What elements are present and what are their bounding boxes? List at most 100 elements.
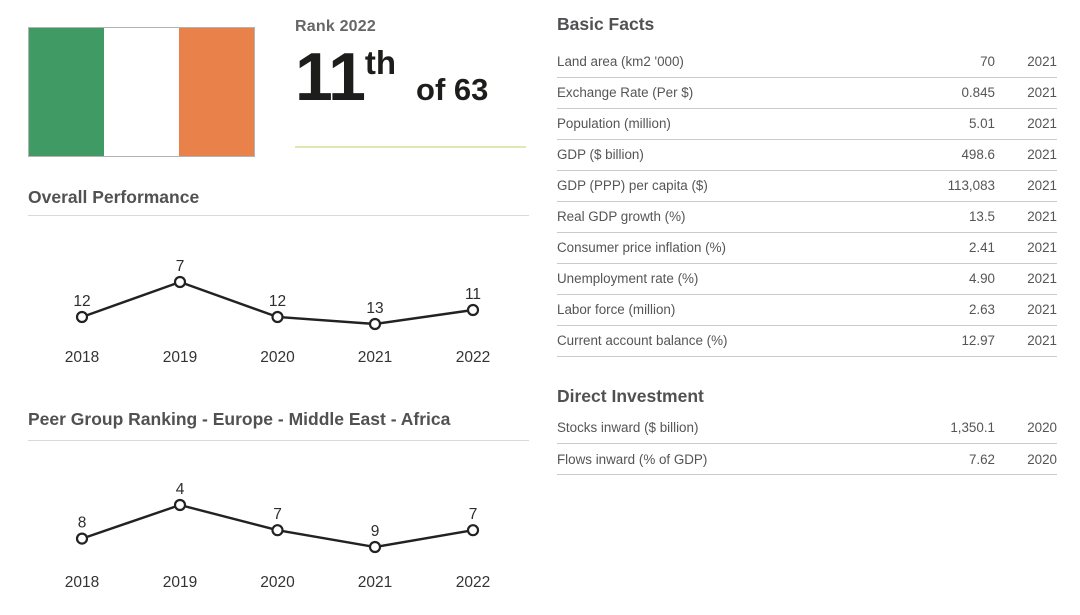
facts-panel: Basic Facts Land area (km2 '000) 70 2021 Ex… bbox=[557, 13, 1057, 475]
basic-fact-year: 2021 bbox=[995, 170, 1057, 202]
basic-fact-row: Population (million) 5.01 2021 bbox=[557, 108, 1057, 140]
flag-green-stripe bbox=[29, 28, 104, 156]
direct-investment-label: Stocks inward ($ billion) bbox=[557, 412, 895, 444]
data-point-marker bbox=[271, 310, 284, 324]
basic-fact-value: 2.63 bbox=[899, 294, 995, 326]
peer-group-ranking-title: Peer Group Ranking - Europe - Middle Eas… bbox=[28, 409, 451, 429]
data-point-marker bbox=[368, 317, 382, 331]
basic-fact-value: 4.90 bbox=[899, 263, 995, 295]
data-point-marker bbox=[466, 303, 480, 317]
basic-fact-label: Exchange Rate (Per $) bbox=[557, 77, 900, 109]
direct-investment-value: 7.62 bbox=[894, 443, 995, 475]
data-point-marker bbox=[173, 498, 187, 512]
data-point-marker bbox=[75, 532, 89, 545]
basic-fact-row: Exchange Rate (Per $) 0.845 2021 bbox=[557, 77, 1057, 109]
basic-fact-year: 2021 bbox=[995, 294, 1057, 326]
basic-fact-year: 2021 bbox=[995, 108, 1057, 140]
peer-group-ranking-divider bbox=[28, 440, 529, 441]
x-axis-year-label: 2021 bbox=[358, 574, 392, 591]
basic-fact-year: 2021 bbox=[995, 325, 1057, 357]
basic-fact-row: Consumer price inflation (%) 2.41 2021 bbox=[557, 232, 1057, 264]
x-axis-year-label: 2022 bbox=[456, 349, 490, 366]
basic-fact-label: Labor force (million) bbox=[557, 294, 900, 326]
rank-year-label: Rank 2022 bbox=[295, 18, 376, 35]
direct-investment-title: Direct Investment bbox=[557, 385, 704, 406]
direct-investment-label: Flows inward (% of GDP) bbox=[557, 443, 895, 475]
overall-performance-divider bbox=[28, 215, 529, 216]
data-point-value: 12 bbox=[269, 293, 286, 310]
rank-block: Rank 2022 11th of 63 bbox=[295, 18, 526, 116]
rank-ordinal-suffix: th bbox=[364, 44, 397, 81]
basic-fact-year: 2021 bbox=[995, 201, 1057, 233]
overall-performance-title: Overall Performance bbox=[28, 187, 200, 207]
rank-value: 11th of 63 bbox=[295, 38, 526, 116]
rank-of-total: of 63 bbox=[416, 72, 489, 107]
basic-fact-year: 2021 bbox=[995, 46, 1057, 78]
data-point-marker bbox=[75, 310, 89, 324]
data-point-value: 9 bbox=[371, 523, 380, 540]
basic-fact-row: Unemployment rate (%) 4.90 2021 bbox=[557, 263, 1057, 295]
basic-fact-year: 2021 bbox=[995, 232, 1057, 264]
data-point-value: 4 bbox=[176, 481, 185, 498]
direct-investment-year: 2020 bbox=[995, 443, 1057, 475]
data-point-value: 13 bbox=[366, 300, 383, 317]
data-point-value: 7 bbox=[176, 258, 185, 275]
direct-investment-row: Stocks inward ($ billion) 1,350.1 2020 bbox=[557, 412, 1057, 444]
basic-fact-value: 113,083 bbox=[899, 170, 995, 202]
direct-investment-value: 1,350.1 bbox=[894, 412, 995, 444]
basic-fact-label: Unemployment rate (%) bbox=[557, 263, 900, 295]
basic-facts-table: Land area (km2 '000) 70 2021 Exchange Rate … bbox=[557, 46, 1057, 357]
basic-fact-label: Real GDP growth (%) bbox=[557, 201, 900, 233]
basic-fact-value: 2.41 bbox=[899, 232, 995, 264]
ireland-flag bbox=[28, 27, 255, 157]
basic-fact-row: Labor force (million) 2.63 2021 bbox=[557, 294, 1057, 326]
basic-fact-label: Consumer price inflation (%) bbox=[557, 232, 900, 264]
basic-fact-year: 2021 bbox=[995, 263, 1057, 295]
x-axis-year-label: 2022 bbox=[456, 574, 490, 591]
direct-investment-table: Stocks inward ($ billion) 1,350.1 2020 Flow… bbox=[557, 412, 1057, 475]
data-point-value: 8 bbox=[78, 515, 87, 532]
overall-performance-chart: 12 2018 7 2019 12 2020 13 2021 11 2022 bbox=[65, 258, 490, 366]
basic-fact-label: GDP (PPP) per capita ($) bbox=[557, 170, 900, 202]
basic-fact-value: 13.5 bbox=[899, 201, 995, 233]
peer-group-ranking-chart: 8 2018 4 2019 7 2020 9 2021 7 2022 bbox=[65, 481, 490, 591]
basic-fact-row: GDP ($ billion) 498.6 2021 bbox=[557, 139, 1057, 171]
flag-white-stripe bbox=[104, 28, 179, 156]
data-point-marker bbox=[466, 524, 480, 537]
x-axis-year-label: 2020 bbox=[260, 574, 295, 591]
x-axis-year-label: 2018 bbox=[65, 349, 99, 366]
basic-fact-year: 2021 bbox=[995, 77, 1057, 109]
basic-fact-row: Current account balance (%) 12.97 2021 bbox=[557, 325, 1057, 357]
data-point-marker bbox=[271, 524, 284, 537]
direct-investment-year: 2020 bbox=[995, 412, 1057, 444]
flag-orange-stripe bbox=[179, 28, 254, 156]
rank-divider bbox=[295, 146, 526, 148]
x-axis-year-label: 2020 bbox=[260, 349, 295, 366]
data-point-value: 11 bbox=[465, 286, 481, 303]
basic-fact-value: 498.6 bbox=[899, 139, 995, 171]
basic-fact-value: 12.97 bbox=[899, 325, 995, 357]
basic-fact-label: Land area (km2 '000) bbox=[557, 46, 900, 78]
basic-fact-year: 2021 bbox=[995, 139, 1057, 171]
basic-fact-label: GDP ($ billion) bbox=[557, 139, 900, 171]
basic-fact-label: Current account balance (%) bbox=[557, 325, 900, 357]
basic-fact-value: 5.01 bbox=[899, 108, 995, 140]
x-axis-year-label: 2021 bbox=[358, 349, 392, 366]
basic-fact-label: Population (million) bbox=[557, 108, 900, 140]
data-point-marker bbox=[368, 540, 382, 554]
direct-investment-row: Flows inward (% of GDP) 7.62 2020 bbox=[557, 443, 1057, 475]
x-axis-year-label: 2018 bbox=[65, 574, 99, 591]
basic-fact-value: 0.845 bbox=[899, 77, 995, 109]
basic-fact-row: GDP (PPP) per capita ($) 113,083 2021 bbox=[557, 170, 1057, 202]
x-axis-year-label: 2019 bbox=[163, 349, 197, 366]
data-point-value: 7 bbox=[273, 506, 282, 523]
x-axis-year-label: 2019 bbox=[163, 574, 197, 591]
rank-number: 11 bbox=[295, 39, 366, 115]
data-point-marker bbox=[173, 275, 187, 289]
data-point-value: 7 bbox=[469, 506, 478, 523]
basic-fact-row: Real GDP growth (%) 13.5 2021 bbox=[557, 201, 1057, 233]
basic-fact-row: Land area (km2 '000) 70 2021 bbox=[557, 46, 1057, 78]
data-point-value: 12 bbox=[73, 293, 90, 310]
basic-facts-title: Basic Facts bbox=[557, 14, 655, 34]
